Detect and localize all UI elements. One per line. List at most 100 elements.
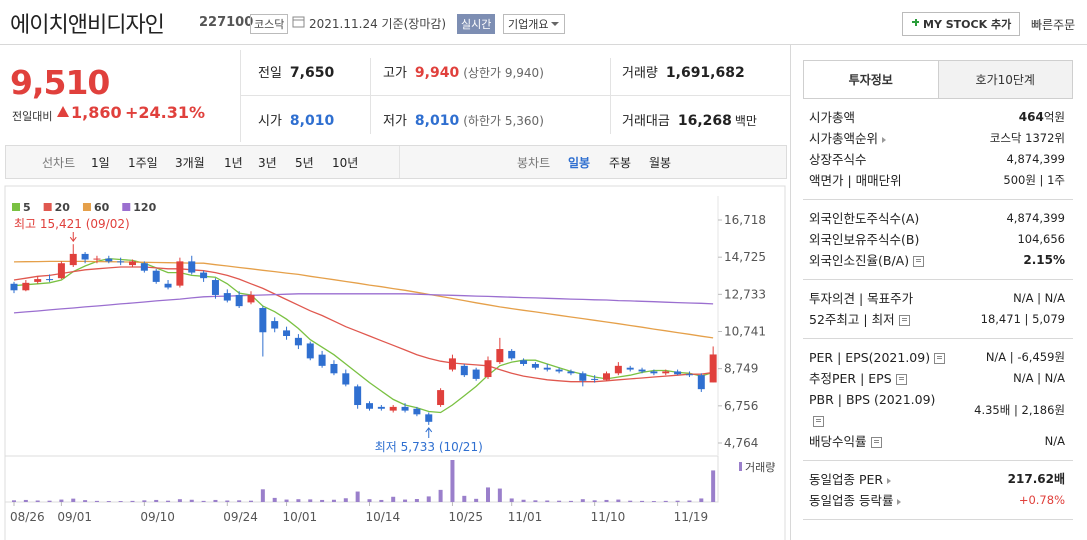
- info-label-wrap: 액면가 | 매매단위: [809, 170, 902, 191]
- info-label-wrap: 배당수익률: [809, 431, 882, 452]
- candle-body: [93, 258, 101, 260]
- volume-bar: [237, 500, 242, 502]
- candle-body: [22, 282, 30, 291]
- info-row: 동일업종 등락률 +0.78%: [809, 490, 1065, 511]
- info-row: 외국인소진율(B/A) 2.15%: [809, 250, 1065, 271]
- info-value: N/A | N/A: [1013, 371, 1065, 385]
- candle-tab[interactable]: 월봉: [649, 156, 672, 170]
- divider: [790, 45, 791, 540]
- info-icon[interactable]: [813, 416, 824, 427]
- info-label-wrap: 동일업종 PER: [809, 469, 892, 490]
- info-value: 4,874,399: [1006, 152, 1065, 166]
- tab[interactable]: 호가10단계: [938, 61, 1072, 98]
- info-value-wrap: 104,656: [1017, 229, 1065, 250]
- info-row: 동일업종 PER 217.62배: [809, 469, 1065, 490]
- info-value: 217.62배: [1007, 472, 1065, 486]
- overview-dropdown[interactable]: 기업개요: [503, 14, 566, 34]
- summary-cell: 거래대금 16,268 백만: [622, 110, 757, 129]
- volume-bar: [260, 489, 265, 502]
- candle-body: [685, 374, 693, 376]
- candle-body: [57, 263, 65, 279]
- volume-bar: [12, 500, 16, 502]
- legend-swatch: [122, 203, 131, 211]
- info-label: PER | EPS(2021.09): [809, 350, 931, 365]
- volume-bar: [284, 499, 289, 502]
- info-icon[interactable]: [934, 353, 946, 364]
- period-tab[interactable]: 1년: [224, 156, 243, 170]
- link-arrow[interactable]: [887, 477, 892, 484]
- y-tick-label: 10,741: [724, 325, 766, 339]
- info-icon[interactable]: [870, 437, 882, 448]
- low-annotation: 최저 5,733 (10/21): [375, 440, 483, 454]
- x-tick-label: 08/26: [10, 510, 45, 524]
- divider: [240, 95, 790, 96]
- info-label: 추정PER | EPS: [809, 371, 892, 386]
- info-value-wrap: N/A: [1045, 431, 1065, 452]
- candle-body: [401, 406, 409, 411]
- y-tick-label: 12,733: [724, 287, 766, 301]
- info-label-wrap: 상장주식수: [809, 149, 867, 170]
- info-label-wrap: 시가총액순위: [809, 128, 887, 149]
- candle-body: [164, 283, 172, 288]
- legend-label: 5: [23, 201, 31, 214]
- candle-body: [211, 280, 219, 295]
- info-value: 500원 | 1주: [1003, 173, 1065, 187]
- info-icon[interactable]: [895, 374, 907, 385]
- info-label: 상장주식수: [809, 152, 867, 167]
- info-label: 외국인한도주식수(A): [809, 211, 920, 226]
- info-value-wrap: 4,874,399: [1006, 208, 1065, 229]
- info-value-wrap: 464억원: [1019, 107, 1065, 128]
- period-tab[interactable]: 1일: [91, 156, 110, 170]
- candle-body: [247, 294, 255, 303]
- calendar-icon: [292, 16, 305, 28]
- info-icon[interactable]: [913, 256, 925, 267]
- period-tab[interactable]: 10년: [332, 156, 359, 170]
- volume-bar: [414, 499, 419, 502]
- volume-bar: [462, 495, 467, 502]
- info-value: N/A: [1044, 434, 1065, 448]
- candle-body: [129, 261, 136, 266]
- info-value: 464: [1018, 110, 1044, 124]
- info-value-wrap: 18,471 | 5,079: [981, 309, 1065, 330]
- period-tab[interactable]: 3개월: [175, 156, 205, 170]
- volume-bar: [533, 500, 538, 502]
- tab-label: 봉차트: [517, 156, 551, 170]
- info-label-wrap: 투자의견 | 목표주가: [809, 288, 913, 309]
- info-value-wrap: 4,874,399: [1006, 149, 1065, 170]
- period-tab[interactable]: 5년: [295, 156, 314, 170]
- volume-bar: [438, 489, 443, 502]
- candle-body: [709, 354, 717, 383]
- candle-body: [697, 375, 705, 390]
- mystock-button[interactable]: MY STOCK 추가: [902, 12, 1021, 36]
- candle-body: [508, 350, 516, 359]
- volume-bar: [59, 499, 64, 502]
- link-arrow[interactable]: [882, 136, 887, 143]
- tab-label: 선차트: [42, 156, 76, 170]
- link-arrow[interactable]: [897, 498, 902, 505]
- info-label-wrap: 외국인한도주식수(A): [809, 208, 919, 229]
- tab[interactable]: 투자정보: [804, 61, 939, 98]
- realtime-button[interactable]: 실시간: [457, 14, 496, 34]
- candle-body: [614, 365, 622, 374]
- candle-tab[interactable]: 주봉: [609, 156, 632, 170]
- period-tab[interactable]: 1주일: [128, 156, 158, 170]
- quick-order[interactable]: 빠른주문: [1031, 18, 1076, 32]
- volume-bar: [201, 500, 206, 502]
- summary-label: 고가: [383, 66, 407, 81]
- period-tab[interactable]: 3년: [258, 156, 277, 170]
- x-tick-label: 11/19: [674, 510, 709, 524]
- base-date: 2021.11.24 기준(장마감): [309, 17, 447, 31]
- info-label: 52주최고 | 최저: [809, 312, 895, 327]
- info-row: 시가총액순위 코스닥 1372위: [809, 128, 1065, 149]
- legend-swatch: [82, 203, 91, 211]
- candle-body: [674, 371, 682, 375]
- y-tick-label: 8,749: [724, 362, 758, 376]
- volume-bar: [23, 499, 28, 502]
- candle-body: [318, 354, 326, 366]
- info-row: 투자의견 | 목표주가 N/A | N/A: [809, 288, 1065, 309]
- volume-bar: [640, 500, 645, 502]
- candle-tab[interactable]: 일봉: [568, 156, 591, 170]
- info-icon[interactable]: [898, 315, 910, 326]
- info-label: 배당수익률: [809, 434, 867, 449]
